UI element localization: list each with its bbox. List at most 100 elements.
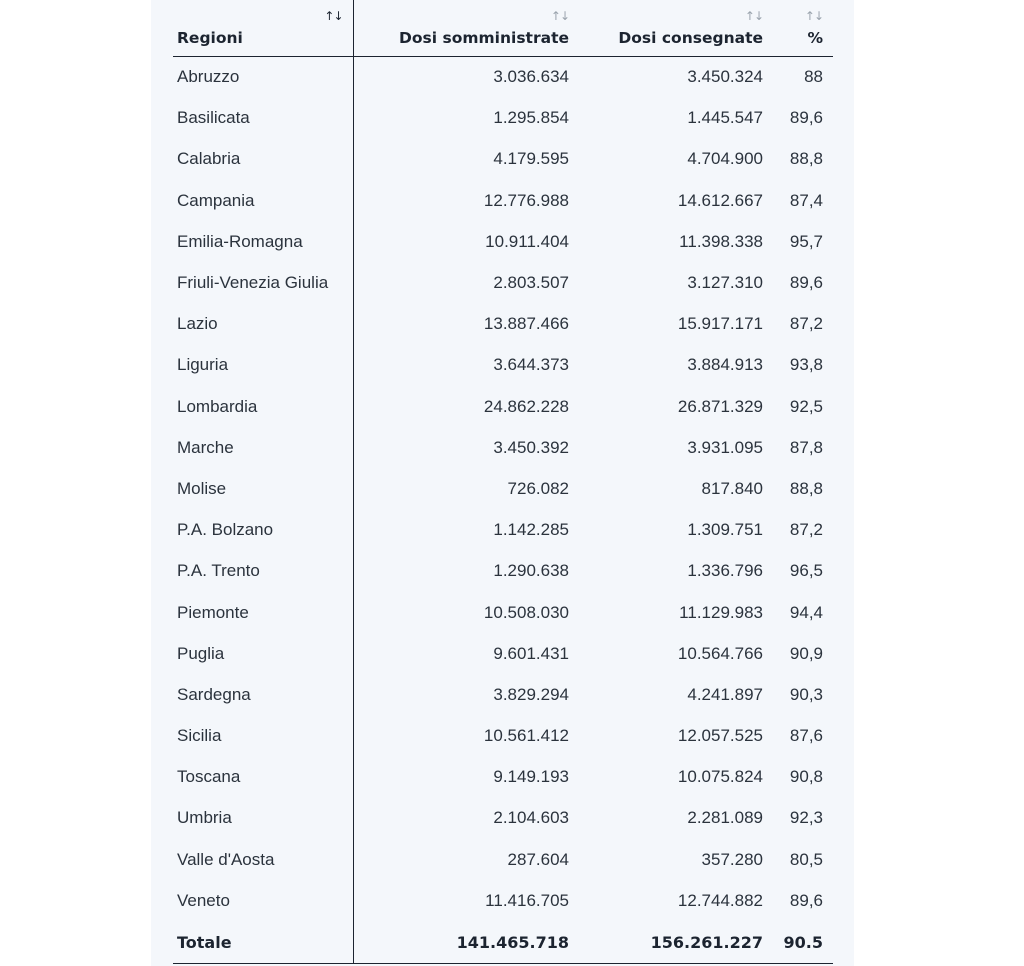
delivered-cell: 14.612.667 [677, 190, 763, 210]
percent-cell: 93,8 [789, 355, 823, 375]
percent-cell: 89,6 [789, 108, 823, 128]
table-header-row: ↑↓ Regioni ↑↓ Dosi somministrate ↑↓ Dosi… [173, 0, 833, 57]
region-cell: Lombardia [173, 386, 354, 428]
administered-cell: 1.295.854 [493, 108, 569, 128]
column-header-dosi-somministrate[interactable]: ↑↓ Dosi somministrate [353, 0, 570, 57]
delivered-cell: 12.057.525 [677, 726, 763, 746]
region-cell: Emilia-Romagna [173, 221, 354, 263]
administered-cell: 1.142.285 [493, 520, 569, 540]
administered-cell: 726.082 [507, 478, 569, 498]
delivered-cell: 4.704.900 [687, 149, 763, 169]
delivered-cell: 1.309.751 [687, 520, 763, 540]
delivered-cell: 1.445.547 [687, 108, 763, 128]
table-row: Molise 726.082 817.840 88,8 [173, 468, 833, 510]
administered-cell: 4.179.595 [493, 149, 569, 169]
region-cell: Basilicata [173, 97, 354, 139]
percent-cell: 90,9 [789, 643, 823, 663]
delivered-cell: 4.241.897 [687, 684, 763, 704]
table-row: P.A. Trento 1.290.638 1.336.796 96,5 [173, 550, 833, 592]
delivered-cell: 3.450.324 [687, 67, 763, 87]
percent-cell: 87,2 [789, 314, 823, 334]
region-cell: Lazio [173, 303, 354, 345]
delivered-cell: 26.871.329 [677, 396, 763, 416]
percent-cell: 94,4 [789, 602, 823, 622]
administered-cell: 10.911.404 [485, 231, 569, 251]
region-cell: Sicilia [173, 715, 354, 757]
table-panel: ↑↓ Regioni ↑↓ Dosi somministrate ↑↓ Dosi… [151, 0, 854, 966]
administered-cell: 2.803.507 [493, 273, 569, 293]
region-cell: Umbria [173, 797, 354, 840]
administered-cell: 13.887.466 [483, 314, 569, 334]
table-row: Umbria 2.104.603 2.281.089 92,3 [173, 797, 833, 840]
column-header-label: % [807, 28, 823, 47]
percent-cell: 92,5 [789, 396, 823, 416]
table-row: Basilicata 1.295.854 1.445.547 89,6 [173, 97, 833, 139]
delivered-cell: 3.884.913 [687, 355, 763, 375]
region-cell: Calabria [173, 138, 354, 181]
table-body: Abruzzo 3.036.634 3.450.324 88 Basilicata 1.2… [173, 56, 833, 964]
total-delivered-cell: 156.261.227 [569, 921, 763, 964]
region-cell: Abruzzo [173, 56, 354, 98]
percent-cell: 90,8 [789, 767, 823, 787]
percent-cell: 89,6 [789, 890, 823, 910]
table-row: Toscana 9.149.193 10.075.824 90,8 [173, 756, 833, 798]
table-row: Abruzzo 3.036.634 3.450.324 88 [173, 56, 833, 98]
table-total-row: Totale 141.465.718 156.261.227 90.5 [173, 921, 833, 964]
delivered-cell: 357.280 [701, 849, 763, 869]
percent-cell: 80,5 [789, 849, 823, 869]
delivered-cell: 3.931.095 [687, 437, 763, 457]
sort-arrows-icon[interactable]: ↑↓ [804, 9, 824, 23]
table-row: Lazio 13.887.466 15.917.171 87,2 [173, 303, 833, 345]
table-row: Emilia-Romagna 10.911.404 11.398.338 95,7 [173, 221, 833, 263]
region-cell: Molise [173, 468, 354, 510]
sort-arrows-icon[interactable]: ↑↓ [744, 9, 764, 23]
sort-arrows-icon[interactable]: ↑↓ [324, 9, 343, 23]
column-header-label: Regioni [177, 28, 243, 47]
table-row: Marche 3.450.392 3.931.095 87,8 [173, 427, 833, 469]
administered-cell: 10.561.412 [483, 726, 569, 746]
region-cell: Veneto [173, 880, 354, 922]
table-row: Sicilia 10.561.412 12.057.525 87,6 [173, 715, 833, 757]
delivered-cell: 3.127.310 [687, 273, 763, 293]
column-header-regioni[interactable]: ↑↓ Regioni [173, 0, 354, 57]
percent-cell: 87,6 [789, 726, 823, 746]
table-row: Valle d'Aosta 287.604 357.280 80,5 [173, 839, 833, 881]
column-header-dosi-consegnate[interactable]: ↑↓ Dosi consegnate [569, 0, 764, 57]
administered-cell: 3.829.294 [493, 684, 569, 704]
administered-cell: 287.604 [507, 849, 569, 869]
delivered-cell: 10.075.824 [677, 767, 763, 787]
administered-cell: 9.149.193 [493, 767, 569, 787]
administered-cell: 11.416.705 [485, 890, 569, 910]
column-header-percent[interactable]: ↑↓ % [763, 0, 833, 57]
region-cell: Sardegna [173, 674, 354, 716]
table-row: Sardegna 3.829.294 4.241.897 90,3 [173, 674, 833, 716]
administered-cell: 3.036.634 [493, 67, 569, 87]
administered-cell: 10.508.030 [483, 602, 569, 622]
percent-cell: 96,5 [789, 561, 823, 581]
table-row: Lombardia 24.862.228 26.871.329 92,5 [173, 386, 833, 428]
percent-cell: 87,8 [789, 437, 823, 457]
percent-cell: 95,7 [789, 231, 823, 251]
region-cell: Toscana [173, 756, 354, 798]
administered-cell: 12.776.988 [483, 190, 569, 210]
administered-cell: 1.290.638 [493, 561, 569, 581]
region-cell: Valle d'Aosta [173, 839, 354, 881]
table-row: Campania 12.776.988 14.612.667 87,4 [173, 180, 833, 222]
delivered-cell: 817.840 [701, 478, 763, 498]
vaccine-doses-table: ↑↓ Regioni ↑↓ Dosi somministrate ↑↓ Dosi… [173, 0, 833, 964]
delivered-cell: 11.398.338 [679, 231, 763, 251]
region-cell: Campania [173, 180, 354, 222]
total-label-cell: Totale [173, 921, 354, 964]
percent-cell: 88,8 [789, 478, 823, 498]
administered-cell: 9.601.431 [493, 643, 569, 663]
region-cell: Puglia [173, 633, 354, 675]
percent-cell: 88,8 [789, 149, 823, 169]
table-row: Calabria 4.179.595 4.704.900 88,8 [173, 138, 833, 181]
percent-cell: 90,3 [789, 684, 823, 704]
column-header-label: Dosi somministrate [399, 28, 569, 47]
region-cell: Piemonte [173, 591, 354, 634]
administered-cell: 3.450.392 [493, 437, 569, 457]
delivered-cell: 11.129.983 [679, 602, 763, 622]
administered-cell: 24.862.228 [483, 396, 569, 416]
sort-arrows-icon[interactable]: ↑↓ [550, 9, 570, 23]
